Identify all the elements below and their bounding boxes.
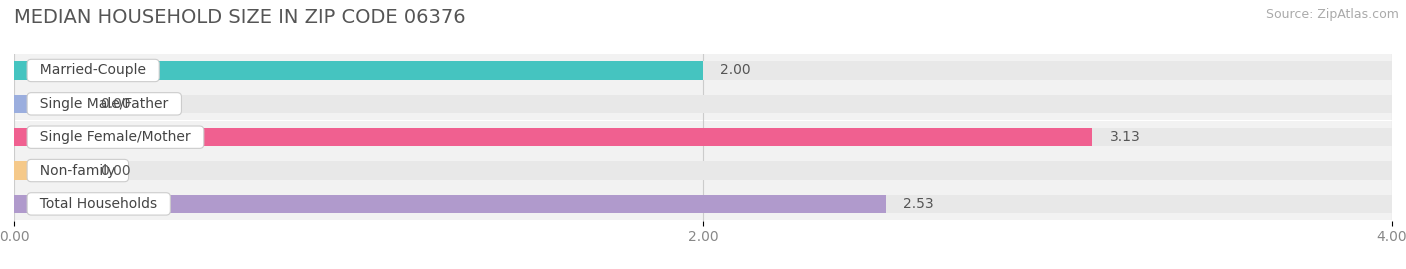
Bar <box>14 128 1092 146</box>
Text: MEDIAN HOUSEHOLD SIZE IN ZIP CODE 06376: MEDIAN HOUSEHOLD SIZE IN ZIP CODE 06376 <box>14 8 465 27</box>
Bar <box>14 95 76 113</box>
Bar <box>14 187 1392 220</box>
Bar <box>14 128 1392 146</box>
Text: Non-family: Non-family <box>31 164 124 178</box>
Text: Source: ZipAtlas.com: Source: ZipAtlas.com <box>1265 8 1399 21</box>
Text: 2.00: 2.00 <box>720 63 751 77</box>
Text: 3.13: 3.13 <box>1109 130 1140 144</box>
Bar <box>14 61 703 80</box>
Bar <box>14 95 1392 113</box>
Text: Single Male/Father: Single Male/Father <box>31 97 177 111</box>
Text: 2.53: 2.53 <box>903 197 934 211</box>
Text: 0.00: 0.00 <box>100 97 131 111</box>
Text: Married-Couple: Married-Couple <box>31 63 155 77</box>
Bar <box>14 121 1392 154</box>
Text: Total Households: Total Households <box>31 197 166 211</box>
Text: Single Female/Mother: Single Female/Mother <box>31 130 200 144</box>
Bar <box>14 87 1392 120</box>
Bar <box>14 161 76 180</box>
Bar <box>14 195 886 213</box>
Bar <box>14 54 1392 87</box>
Bar <box>14 154 1392 187</box>
Bar <box>14 161 1392 180</box>
Text: 0.00: 0.00 <box>100 164 131 178</box>
Bar <box>14 195 1392 213</box>
Bar <box>14 61 1392 80</box>
